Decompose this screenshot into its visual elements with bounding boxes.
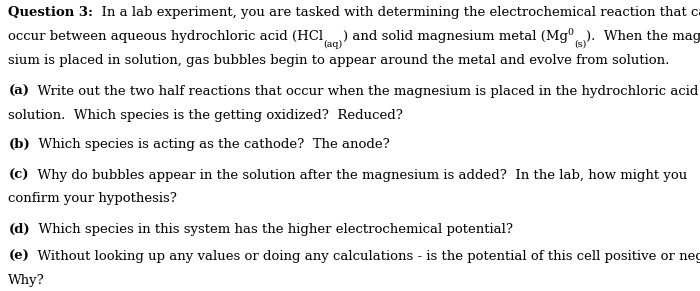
Text: Write out the two half reactions that occur when the magnesium is placed in the : Write out the two half reactions that oc…	[29, 86, 699, 98]
Text: 0: 0	[568, 28, 574, 37]
Text: Without looking up any values or doing any calculations - is the potential of th: Without looking up any values or doing a…	[29, 250, 700, 262]
Text: Which species in this system has the higher electrochemical potential?: Which species in this system has the hig…	[30, 223, 513, 236]
Text: (a): (a)	[8, 86, 29, 98]
Text: sium is placed in solution, gas bubbles begin to appear around the metal and evo: sium is placed in solution, gas bubbles …	[8, 54, 670, 67]
Text: Why do bubbles appear in the solution after the magnesium is added?  In the lab,: Why do bubbles appear in the solution af…	[29, 169, 687, 182]
Text: occur between aqueous hydrochloric acid (HCl: occur between aqueous hydrochloric acid …	[8, 30, 323, 43]
Text: (c): (c)	[8, 169, 29, 182]
Text: Question 3:: Question 3:	[8, 6, 93, 19]
Text: (e): (e)	[8, 250, 29, 262]
Text: (d): (d)	[8, 223, 30, 236]
Text: ) and solid magnesium metal (Mg: ) and solid magnesium metal (Mg	[343, 30, 568, 43]
Text: Why?: Why?	[8, 274, 45, 287]
Text: In a lab experiment, you are tasked with determining the electrochemical reactio: In a lab experiment, you are tasked with…	[93, 6, 700, 19]
Text: Which species is acting as the cathode?  The anode?: Which species is acting as the cathode? …	[30, 139, 390, 151]
Text: confirm your hypothesis?: confirm your hypothesis?	[8, 192, 177, 205]
Text: (s): (s)	[574, 40, 586, 49]
Text: (b): (b)	[8, 139, 30, 151]
Text: (aq): (aq)	[323, 40, 343, 49]
Text: solution.  Which species is the getting oxidized?  Reduced?: solution. Which species is the getting o…	[8, 109, 403, 122]
Text: ).  When the magne-: ). When the magne-	[586, 30, 700, 43]
